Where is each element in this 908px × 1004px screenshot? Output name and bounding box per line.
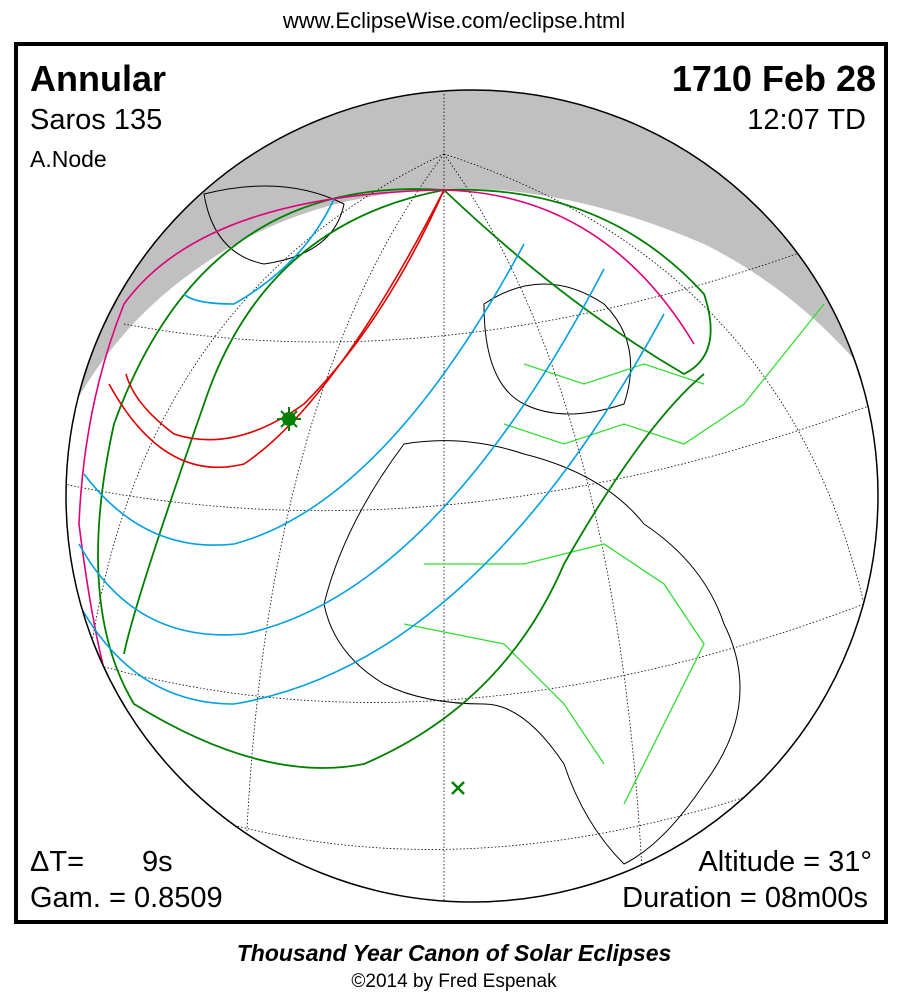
partial-curves	[78, 198, 665, 705]
green-star-icon	[277, 407, 301, 431]
penumbral-limit-north	[443, 188, 712, 376]
penumbral-limit-inner	[123, 189, 445, 655]
penumbral-limit-outer	[97, 188, 705, 769]
gamma: Gam. = 0.8509	[30, 882, 223, 914]
node: A.Node	[30, 146, 107, 172]
eclipse-map-frame: Annular 1710 Feb 28 Saros 135 12:07 TD A…	[14, 42, 888, 924]
green-x-icon	[451, 781, 465, 795]
country-borders	[403, 303, 825, 805]
eclipse-type: Annular	[30, 58, 167, 99]
coastlines	[203, 185, 741, 865]
central-limit-south	[108, 189, 445, 469]
rise-set-curve-east	[443, 189, 695, 345]
duration: Duration = 08m00s	[622, 882, 868, 914]
saros-number: Saros 135	[30, 104, 163, 136]
delta-t-value: 9s	[142, 846, 173, 878]
graticule	[66, 94, 875, 902]
night-region	[66, 90, 878, 424]
rise-set-curve	[78, 189, 445, 705]
globe	[66, 90, 878, 902]
copyright: ©2014 by Fred Espenak	[351, 971, 557, 992]
eclipse-time: 12:07 TD	[747, 104, 866, 136]
altitude: Altitude = 31°	[698, 846, 872, 878]
source-url: www.EclipseWise.com/eclipse.html	[282, 8, 626, 33]
canon-title: Thousand Year Canon of Solar Eclipses	[236, 940, 672, 966]
eclipse-date: 1710 Feb 28	[671, 58, 876, 99]
delta-t-label: ΔT=	[30, 846, 85, 878]
globe-map	[65, 89, 879, 903]
